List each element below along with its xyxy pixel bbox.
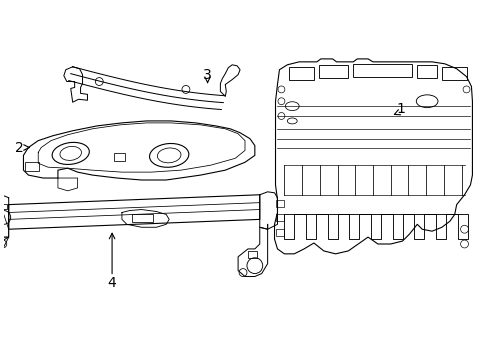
Bar <box>131 215 153 222</box>
Bar <box>276 215 284 221</box>
Bar <box>416 65 436 78</box>
Bar <box>276 200 284 207</box>
Bar <box>352 64 411 77</box>
Text: 4: 4 <box>107 276 116 291</box>
Text: 3: 3 <box>203 68 211 82</box>
Text: 1: 1 <box>395 102 404 116</box>
Bar <box>276 229 284 236</box>
Bar <box>247 251 256 258</box>
Bar <box>114 153 124 161</box>
Bar <box>441 67 466 80</box>
Bar <box>289 67 313 80</box>
Bar <box>25 162 39 171</box>
Bar <box>1 204 7 208</box>
Text: 2: 2 <box>15 140 24 154</box>
Bar <box>318 65 347 78</box>
